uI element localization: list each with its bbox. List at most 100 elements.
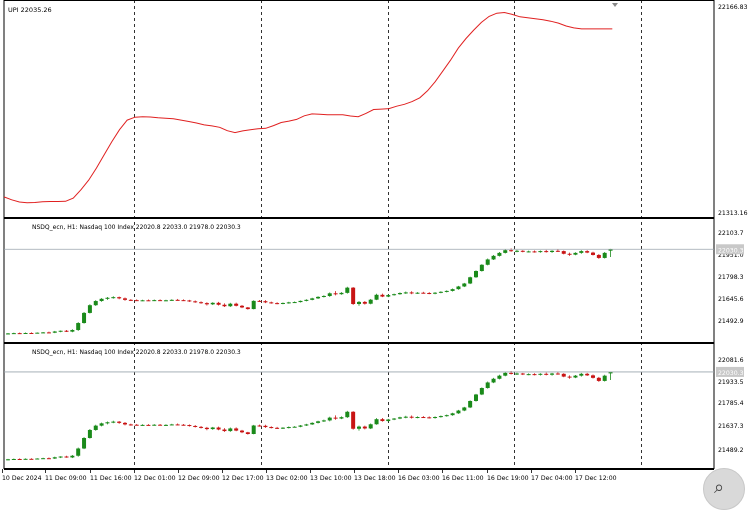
candle-body (550, 250, 555, 252)
candle-body (257, 300, 262, 302)
candle-body (152, 300, 157, 302)
candle-body (462, 283, 467, 287)
x-tick-label: 13 Dec 18:00 (354, 475, 396, 482)
candle-body (46, 332, 51, 334)
candle-body (234, 303, 239, 306)
candle-body (608, 371, 613, 374)
candle-body (585, 251, 590, 253)
candle-body (87, 305, 92, 313)
candle-body (345, 411, 350, 418)
candle-body (310, 298, 315, 300)
chart-canvas[interactable]: 10 Dec 2024 11 Dec 09:00 11 Dec 16:00 12 De… (0, 0, 750, 483)
candle-body (228, 428, 233, 432)
candle-body (591, 375, 595, 378)
bottom_panel-label: NSDQ_ecn, H1: Nasdaq 100 Index 22020.8 2… (32, 349, 241, 356)
candle-body (579, 373, 584, 376)
candle-body (497, 375, 502, 379)
candle-body (286, 427, 291, 429)
top-y-label-1: 22166.83 (718, 4, 748, 11)
candle-body (351, 411, 356, 429)
candle-body (199, 426, 204, 428)
candle-body (140, 424, 145, 426)
candle-body (596, 377, 601, 381)
candle-body (503, 250, 508, 253)
candle-body (64, 330, 69, 332)
x-tick-label: 12 Dec 09:00 (178, 475, 220, 482)
candle-body (596, 254, 601, 258)
candle-body (392, 418, 397, 420)
indicator-line (3, 11, 613, 204)
candle-body (544, 251, 549, 253)
candle-body (386, 419, 391, 422)
candle-body (70, 455, 75, 458)
candle-body (316, 296, 321, 299)
x-tick-label: 12 Dec 17:00 (222, 475, 264, 482)
candle-body (11, 333, 16, 335)
candle-body (538, 373, 543, 375)
candle-body (158, 300, 163, 302)
candle-body (29, 332, 34, 334)
candle-body (292, 426, 297, 428)
candle-body (123, 298, 127, 300)
candle-body (6, 459, 10, 461)
candle-body (368, 299, 373, 304)
middle_panel-y-label-3: 21798.3 (718, 274, 744, 281)
candle-body (70, 330, 75, 332)
middle_panel-y-label-4: 21645.6 (718, 296, 744, 303)
candle-body (333, 417, 338, 419)
x-tick-label: 11 Dec 09:00 (45, 475, 87, 482)
candle-body (357, 301, 361, 305)
candle-body (216, 302, 221, 305)
candle-body (117, 297, 122, 299)
candle-body (158, 424, 163, 426)
candle-body (310, 422, 315, 425)
candle-body (368, 424, 373, 429)
candle-body (187, 425, 192, 427)
candle-body (573, 252, 578, 255)
candle-body (152, 424, 157, 426)
candle-body (474, 394, 478, 401)
candle-body (450, 413, 455, 416)
candle-body (111, 421, 116, 423)
candle-body (567, 376, 572, 378)
candle-body (82, 312, 87, 324)
candle-body (240, 430, 244, 433)
candle-body (163, 300, 168, 302)
candle-body (52, 457, 57, 459)
candle-body (169, 299, 174, 301)
candle-body (245, 307, 250, 310)
candle-body (134, 300, 139, 302)
shift-marker-icon (612, 3, 618, 7)
candle-body (222, 304, 227, 307)
candle-body (327, 417, 332, 421)
candle-body (134, 424, 139, 426)
candle-body (117, 421, 122, 423)
candle-body (321, 295, 326, 297)
candle-body (93, 425, 98, 430)
candle-body (555, 250, 560, 252)
candle-body (362, 426, 367, 429)
magnifier-icon: ⌕ (714, 477, 725, 498)
candle-body (386, 295, 391, 297)
candle-body (538, 251, 543, 253)
candle-body (58, 456, 63, 458)
candle-body (380, 294, 385, 297)
candle-body (550, 373, 555, 375)
candle-body (602, 375, 607, 381)
candle-body (526, 251, 531, 253)
candle-body (204, 427, 209, 430)
candle-body (11, 458, 16, 460)
candle-body (415, 292, 420, 294)
candle-body (485, 259, 490, 265)
candle-body (509, 250, 514, 252)
candle-body (175, 299, 180, 301)
candle-body (450, 289, 455, 291)
candle-body (374, 419, 379, 425)
candle-body (99, 423, 104, 426)
candle-body (17, 333, 22, 335)
middle_panel-y-label-5: 21492.9 (718, 318, 744, 325)
zoom-button[interactable]: ⌕ (703, 468, 745, 510)
top-panel-label: UPI 22035.26 (8, 6, 52, 14)
candle-body (474, 271, 478, 278)
